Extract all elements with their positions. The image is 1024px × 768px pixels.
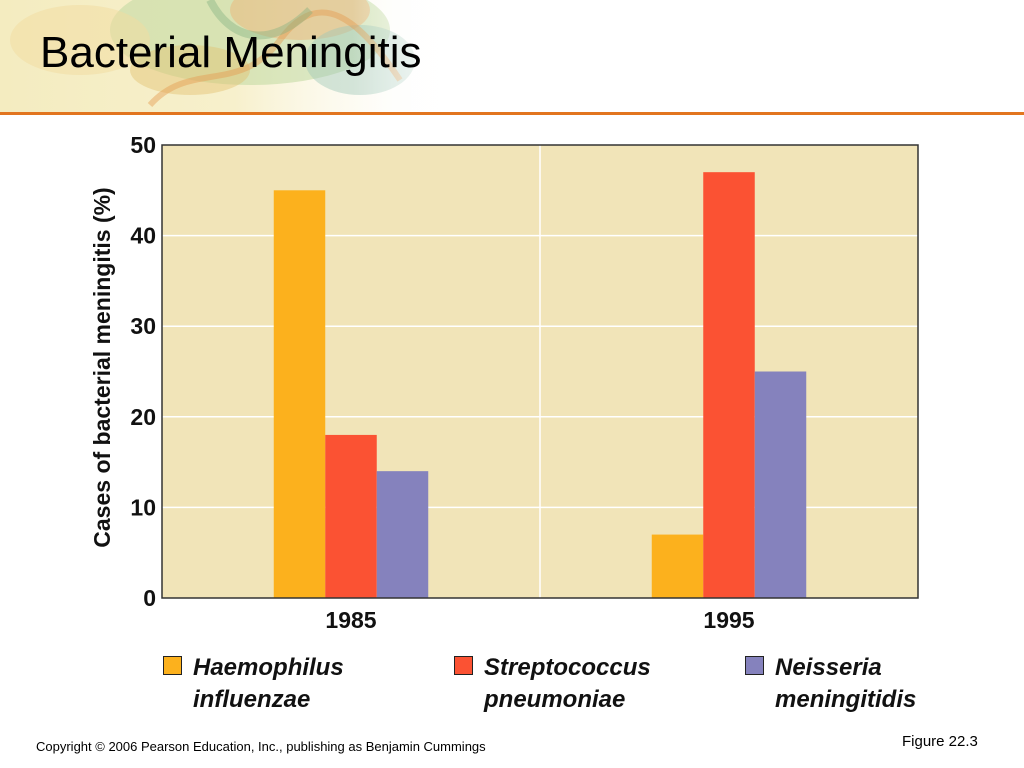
bar-haemophilus-influenzae-1995 xyxy=(651,534,704,598)
bar-chart: 1985 1995 0 10 20 30 40 50 Cases of bacterial me… xyxy=(89,132,919,633)
legend-label: Streptococcus pneumoniae xyxy=(484,652,704,716)
legend-label-line: Haemophilus xyxy=(193,654,344,681)
plot-frame xyxy=(161,144,919,599)
legend-label-line: Streptococcus xyxy=(484,654,651,681)
title-divider xyxy=(0,112,1024,115)
y-tick-label: 10 xyxy=(130,494,156,520)
decorative-corner-image xyxy=(0,0,470,112)
y-tick-label: 30 xyxy=(130,313,156,339)
legend-label-line: influenzae xyxy=(193,686,311,713)
y-tick-label: 20 xyxy=(130,404,156,430)
bar-neisseria-meningitidis-1995 xyxy=(754,371,807,598)
bar-haemophilus-influenzae-1985 xyxy=(273,190,326,599)
x-tick-label: 1985 xyxy=(325,607,376,633)
axes-group: 1985 1995 0 10 20 30 40 50 Cases of bacterial me… xyxy=(89,132,919,633)
bar-streptococcus-pneumoniae-1985 xyxy=(325,434,377,598)
legend-swatch xyxy=(454,656,473,675)
y-tick-label: 40 xyxy=(130,223,156,249)
legend-label-line: meningitidis xyxy=(775,686,917,713)
legend-label-line: pneumoniae xyxy=(484,686,626,713)
y-tick-label: 50 xyxy=(130,132,156,158)
y-axis-title: Cases of bacterial meningitis (%) xyxy=(89,187,115,547)
bar-neisseria-meningitidis-1985 xyxy=(376,471,429,598)
legend-swatch xyxy=(745,656,764,675)
figure-label: Figure 22.3 xyxy=(902,733,978,750)
legend-label: Neisseria meningitidis xyxy=(775,652,995,716)
y-tick-label: 0 xyxy=(143,585,156,611)
legend-swatch xyxy=(163,656,182,675)
copyright-text: Copyright © 2006 Pearson Education, Inc.… xyxy=(36,739,486,754)
x-tick-label: 1995 xyxy=(703,607,754,633)
legend-label: Haemophilus influenzae xyxy=(193,652,413,716)
bars-group xyxy=(273,172,807,599)
slide-title: Bacterial Meningitis xyxy=(40,28,422,77)
legend-label-line: Neisseria xyxy=(775,654,882,681)
bar-streptococcus-pneumoniae-1995 xyxy=(703,172,755,598)
